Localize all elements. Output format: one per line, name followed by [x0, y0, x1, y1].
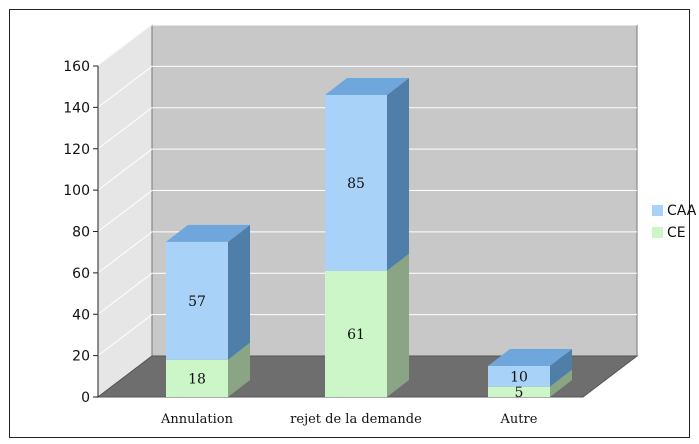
- bar-segment-caa: 85: [325, 77, 409, 271]
- y-tick-label: 100: [63, 183, 90, 199]
- bar-top: [166, 224, 250, 242]
- bar-segment-caa: 10: [488, 348, 572, 387]
- y-tick-label: 40: [72, 307, 90, 323]
- bar-side: [228, 224, 250, 360]
- data-label: 85: [347, 176, 365, 192]
- gridline: [97, 107, 637, 150]
- legend: CAA CE: [652, 203, 697, 241]
- gridline: [97, 314, 637, 357]
- bar-front: [166, 241, 228, 360]
- data-label: 61: [347, 327, 365, 343]
- bar-front: [166, 359, 228, 397]
- bar-top: [325, 77, 409, 95]
- gridline: [97, 231, 637, 274]
- y-tick-label: 20: [72, 349, 90, 365]
- gridline: [97, 272, 637, 315]
- bar-side: [387, 77, 409, 271]
- bar-side: [550, 369, 572, 397]
- bar-front: [488, 365, 550, 387]
- data-label: 57: [188, 294, 206, 310]
- x-tick-label: Annulation: [160, 412, 234, 427]
- x-axis-labels: Annulation rejet de la demande Autre: [160, 412, 538, 427]
- bar-front: [325, 94, 387, 271]
- bars: 18 57 61 85 510: [166, 77, 572, 401]
- y-tick-label: 0: [81, 390, 90, 406]
- y-tick-label: 60: [72, 266, 90, 282]
- legend-swatch-ce: [652, 227, 663, 238]
- bar-front: [488, 386, 550, 397]
- y-tick-label: 160: [63, 59, 90, 75]
- data-label: 18: [188, 371, 206, 387]
- gridline: [97, 24, 637, 67]
- gridline: [97, 148, 637, 191]
- gridlines: [97, 24, 637, 357]
- y-tick-label: 80: [72, 225, 90, 241]
- gridline: [97, 65, 637, 108]
- bar-side: [550, 348, 572, 387]
- y-tick-label: 120: [63, 142, 90, 158]
- bar-side: [387, 253, 409, 397]
- x-tick-label: rejet de la demande: [290, 412, 422, 427]
- bar-side: [228, 342, 250, 397]
- data-label: 5: [515, 385, 524, 401]
- legend-swatch-caa: [652, 205, 663, 216]
- bar-segment-ce: 61: [325, 253, 409, 397]
- bar-top: [488, 348, 572, 366]
- data-label: 10: [510, 369, 528, 385]
- legend-label-ce: CE: [667, 225, 686, 241]
- y-tick-label: 140: [63, 100, 90, 116]
- legend-label-caa: CAA: [667, 203, 697, 219]
- bar-front: [325, 270, 387, 397]
- x-tick-label: Autre: [500, 412, 538, 427]
- gridline: [97, 190, 637, 232]
- y-axis: 0 20 40 60 80 100 120 140 160: [63, 59, 99, 406]
- bar-segment-caa: 57: [166, 224, 250, 360]
